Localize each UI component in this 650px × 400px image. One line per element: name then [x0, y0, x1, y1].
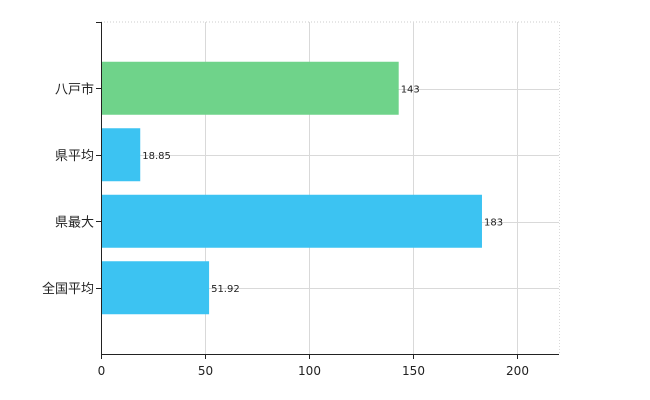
labels: 143 八戸市 18.85 県平均 183 県最大 51.92 全国平均 0 50 100 150 20…	[42, 81, 529, 378]
bars	[101, 61, 482, 315]
x-tick-label: 100	[298, 364, 321, 378]
x-tick-label: 150	[402, 364, 425, 378]
bar[interactable]	[101, 261, 210, 315]
y-tick-label: 県最大	[55, 215, 94, 230]
data-label: 143	[401, 84, 420, 95]
data-label: 18.85	[142, 151, 171, 162]
axes	[96, 22, 559, 359]
x-tick-label: 200	[506, 364, 529, 378]
data-label: 183	[484, 217, 503, 228]
y-tick-label: 県平均	[55, 149, 94, 164]
x-tick-label: 0	[98, 364, 106, 378]
y-tick-label: 八戸市	[55, 81, 94, 97]
bar[interactable]	[101, 128, 141, 182]
x-tick-label: 50	[198, 364, 213, 378]
y-tick-label: 全国平均	[42, 281, 94, 297]
data-label: 51.92	[211, 284, 240, 295]
bar[interactable]	[101, 61, 399, 115]
bar[interactable]	[101, 194, 482, 248]
